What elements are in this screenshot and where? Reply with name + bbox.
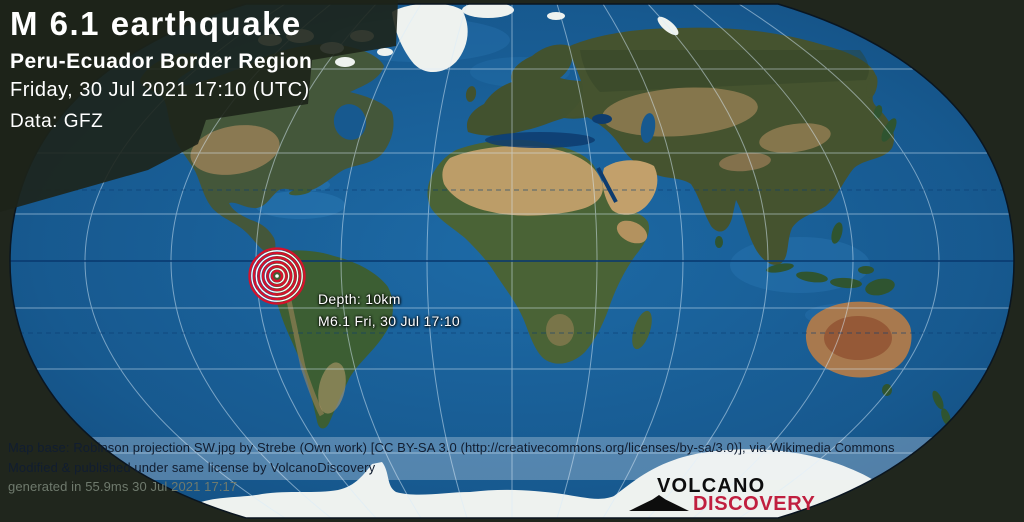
depth-label: Depth: 10km [318,291,401,307]
page-title: M 6.1 earthquake [10,5,302,42]
data-source-line: Data: GFZ [10,111,104,132]
south-america [272,250,393,429]
logo-discovery-text: DISCOVERY [693,493,816,515]
event-label: M6.1 Fri, 30 Jul 17:10 [318,313,460,329]
generated-line: generated in 55.9ms 30 Jul 2021 17:17 [8,479,238,494]
region-subtitle: Peru-Ecuador Border Region [10,50,313,73]
madagascar [632,310,652,350]
antarctica [180,449,900,518]
attribution-strip [10,437,1014,480]
attribution-line-2: Modified & published under same license … [8,460,376,475]
header-backdrop [0,0,398,212]
datetime-line: Friday, 30 Jul 2021 17:10 (UTC) [10,79,310,101]
logo-volcano-text: VOLCANO [657,475,766,497]
epicenter-marker [248,247,306,305]
attribution-line-1: Map base: Robinson projection SW.jpg by … [8,440,895,455]
graticule [10,4,1014,518]
hudson-bay [333,104,367,140]
islands [715,105,951,426]
